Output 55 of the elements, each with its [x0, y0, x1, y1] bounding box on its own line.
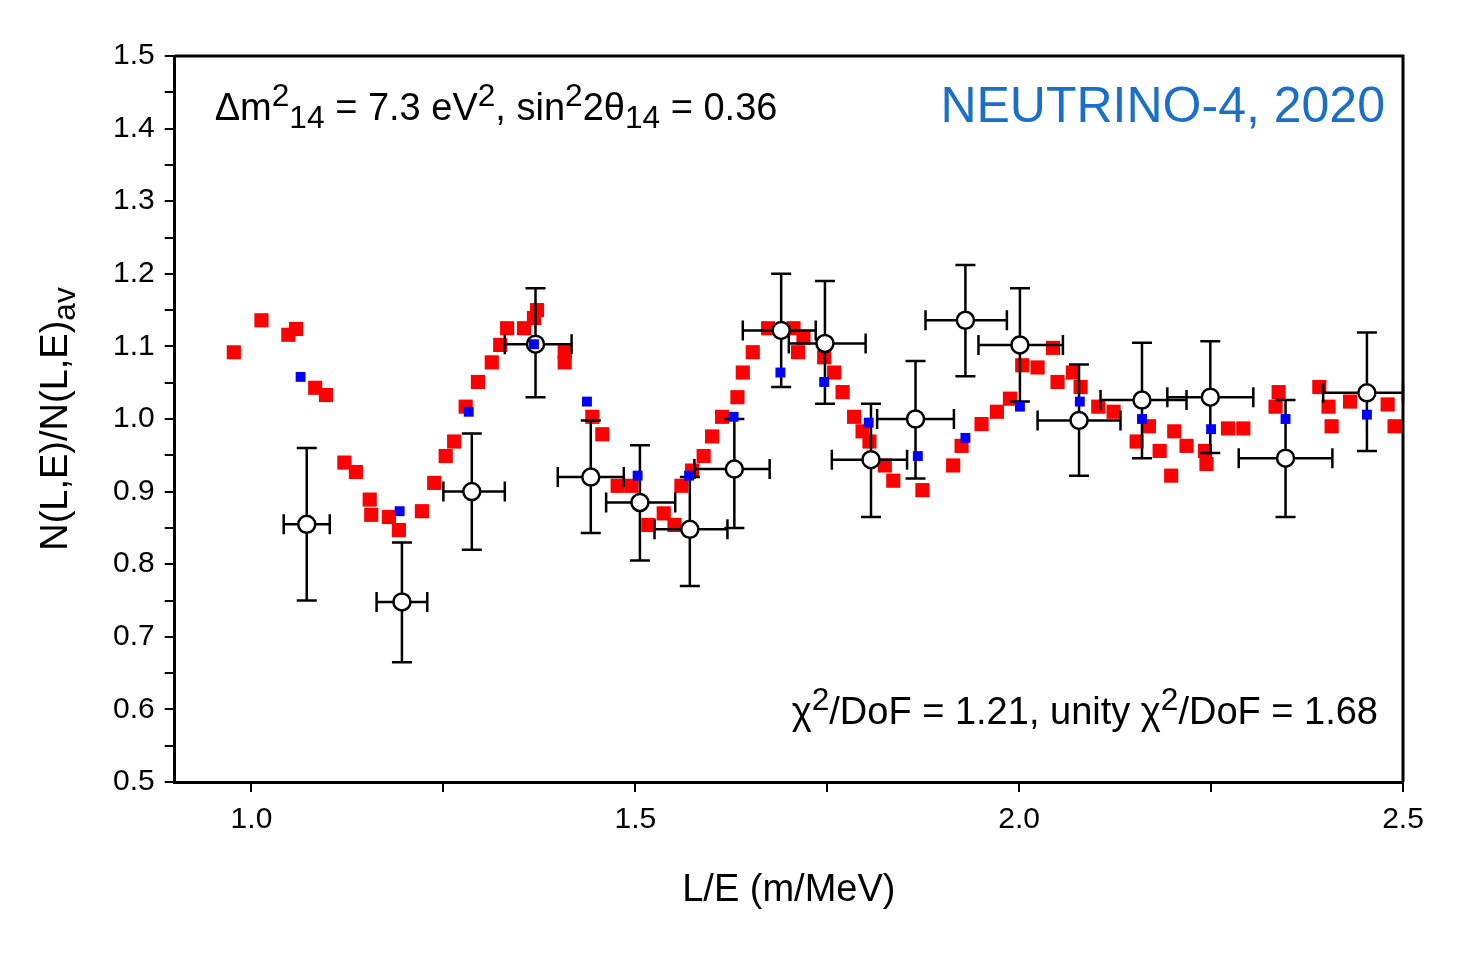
point: [392, 592, 412, 612]
y-tick-label: 0.6: [112, 690, 155, 724]
point: [912, 451, 923, 461]
x-tick-label: 1.5: [614, 801, 657, 835]
point: [1275, 448, 1296, 468]
point: [632, 470, 643, 481]
y-tick-label: 0.8: [112, 545, 155, 579]
annotation: χ$^{2}$/DoF = 1.21, unity χ$^{2}$/DoF = 1.68: [791, 681, 1378, 733]
point: [1074, 396, 1085, 407]
point: [728, 411, 739, 422]
point: [1200, 387, 1221, 407]
point: [724, 459, 745, 479]
point: [295, 371, 306, 382]
point: [463, 406, 474, 417]
y-tick-label: 1.3: [112, 182, 155, 216]
point: [1132, 390, 1152, 410]
point: [680, 519, 700, 540]
point: [462, 481, 482, 502]
y-tick-label: 1.0: [112, 400, 155, 434]
point: [775, 367, 786, 378]
y-tick-label: 1.1: [112, 327, 155, 361]
annotation: NEUTRINO-4, 2020: [940, 77, 1385, 133]
point: [684, 470, 694, 481]
x-tick-label: 1.0: [230, 801, 273, 835]
point: [863, 417, 874, 428]
point: [581, 467, 601, 487]
point: [819, 377, 830, 387]
point: [1206, 424, 1217, 435]
point: [815, 333, 835, 354]
point: [861, 449, 881, 470]
y-tick-label: 1.5: [112, 37, 155, 71]
point: [1361, 409, 1372, 420]
point: [1357, 383, 1377, 403]
point: [630, 492, 650, 513]
x-axis-title: L/E (m/MeV): [681, 867, 897, 910]
point: [1137, 414, 1147, 424]
point: [1280, 414, 1291, 424]
point: [960, 432, 971, 443]
point: [905, 409, 926, 429]
point: [394, 506, 405, 517]
point: [1010, 335, 1030, 355]
point: [297, 514, 317, 535]
point: [1069, 410, 1089, 431]
text: Δm$^{2}$$_{14}$ = 7.3 eV$^{2}$, sin$^{2}$2θ$_{14}$ = 0.36: [214, 77, 778, 136]
y-tick-label: 0.5: [112, 763, 155, 797]
x-tick-label: 2.5: [1382, 801, 1424, 835]
y-tick-label: 0.7: [112, 618, 155, 652]
point: [582, 396, 592, 407]
x-tick-label: 2.0: [998, 801, 1041, 835]
point: [771, 320, 791, 341]
y-tick-label: 1.2: [112, 255, 155, 289]
y-tick-label: 1.4: [112, 109, 155, 143]
y-tick-label: 0.9: [112, 472, 155, 506]
point: [1014, 401, 1025, 412]
point: [955, 310, 976, 331]
